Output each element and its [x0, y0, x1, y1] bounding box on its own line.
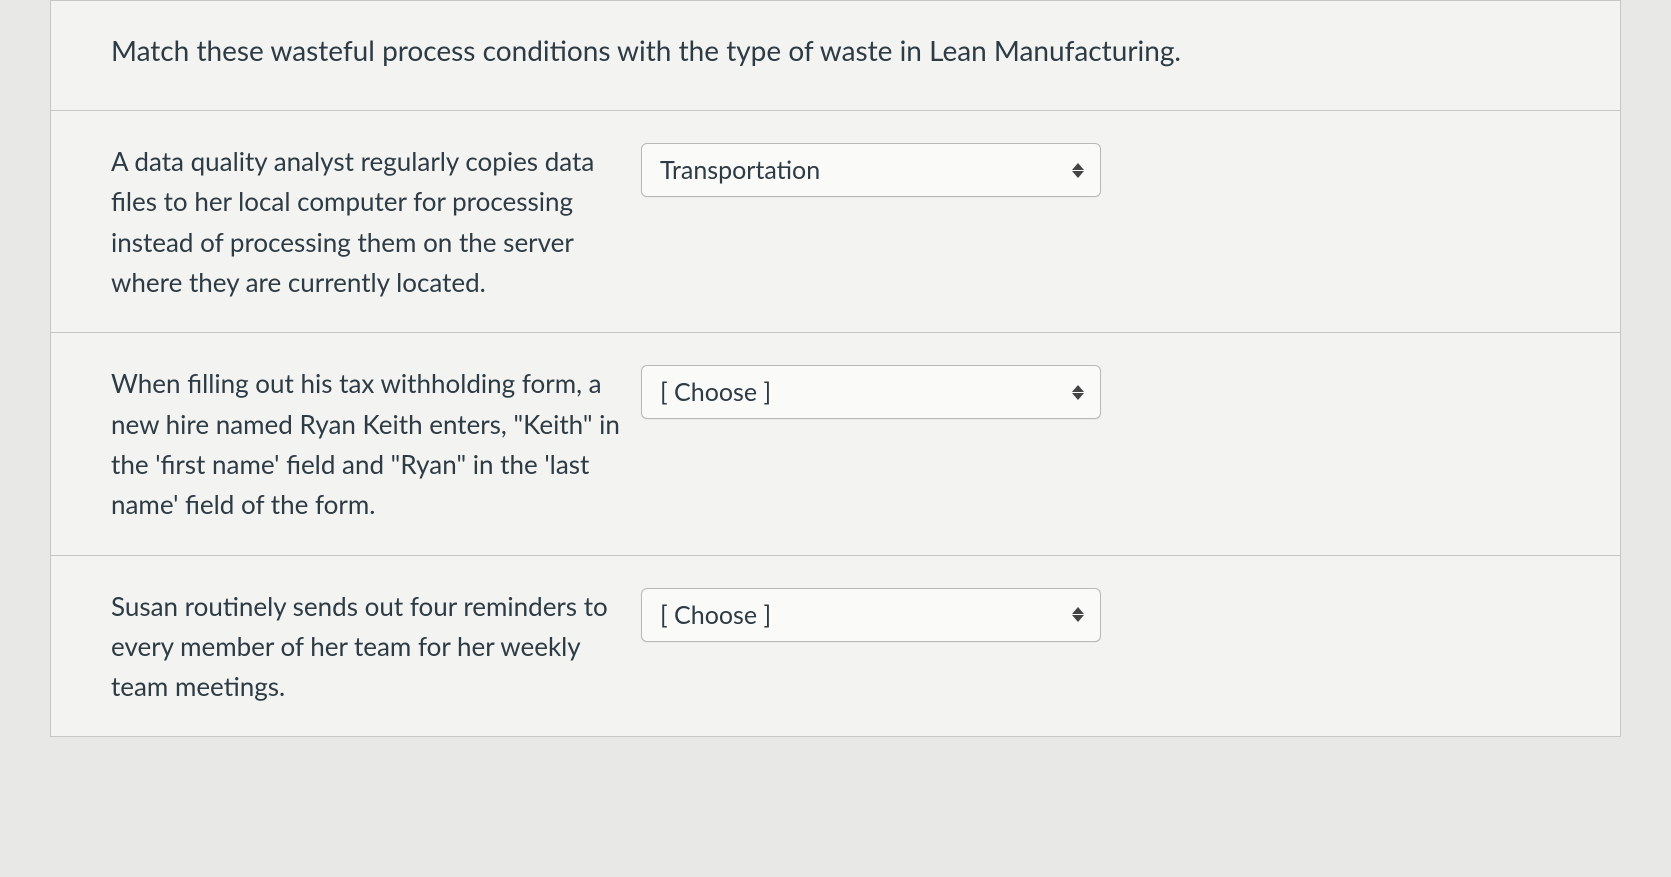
dropdown-selected-label: [ Choose ]	[660, 600, 771, 630]
chevron-sort-icon	[1072, 385, 1084, 400]
match-prompt-1: A data quality analyst regularly copies …	[111, 141, 641, 302]
dropdown-selected-label: [ Choose ]	[660, 377, 771, 407]
match-prompt-2: When filling out his tax withholding for…	[111, 363, 641, 524]
match-dropdown-1[interactable]: Transportation	[641, 143, 1101, 197]
match-dropdown-2[interactable]: [ Choose ]	[641, 365, 1101, 419]
question-header: Match these wasteful process conditions …	[51, 1, 1620, 111]
chevron-sort-icon	[1072, 607, 1084, 622]
dropdown-selected-label: Transportation	[660, 155, 820, 185]
match-dropdown-3[interactable]: [ Choose ]	[641, 588, 1101, 642]
match-row: Susan routinely sends out four reminders…	[51, 556, 1620, 737]
match-row: When filling out his tax withholding for…	[51, 333, 1620, 555]
chevron-sort-icon	[1072, 163, 1084, 178]
question-container: Match these wasteful process conditions …	[50, 0, 1621, 737]
question-prompt: Match these wasteful process conditions …	[111, 31, 1560, 70]
match-prompt-3: Susan routinely sends out four reminders…	[111, 586, 641, 707]
match-row: A data quality analyst regularly copies …	[51, 111, 1620, 333]
